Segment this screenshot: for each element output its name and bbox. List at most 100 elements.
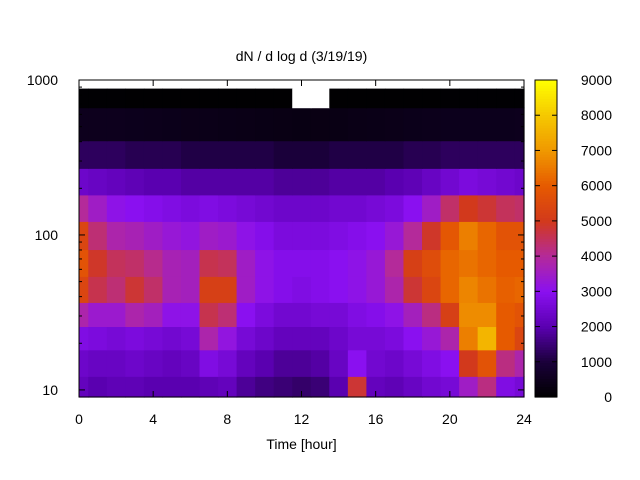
colorbar-segment	[535, 206, 557, 211]
colorbar-segment	[535, 161, 557, 166]
colorbar-segment	[535, 246, 557, 250]
colorbar-segment	[535, 222, 557, 226]
heatmap-cell	[310, 194, 330, 222]
heatmap-cell	[310, 140, 330, 169]
heatmap-cell	[422, 302, 442, 328]
colorbar-tick-label: 4000	[581, 248, 612, 264]
heatmap-cell	[218, 168, 238, 196]
heatmap-cell	[310, 349, 330, 377]
heatmap-cell	[79, 302, 89, 328]
colorbar	[535, 80, 557, 398]
heatmap-cell	[218, 349, 238, 377]
heatmap-cell	[496, 221, 516, 251]
heatmap-cell	[143, 221, 164, 251]
heatmap-cell	[143, 349, 164, 377]
colorbar-segment	[535, 217, 557, 221]
heatmap-cell	[496, 302, 516, 328]
heatmap-cell	[88, 88, 108, 109]
heatmap-cell	[199, 194, 219, 222]
heatmap-cell	[79, 326, 89, 351]
heatmap-cell	[459, 349, 479, 377]
heatmap-cell	[477, 194, 497, 222]
heatmap-cell	[347, 107, 367, 142]
heatmap-cell	[366, 376, 386, 398]
heatmap-cell	[255, 168, 275, 196]
colorbar-segment	[535, 93, 557, 97]
colorbar-segment	[535, 344, 557, 348]
heatmap-cell	[329, 88, 349, 109]
heatmap-cell	[255, 107, 275, 142]
heatmap-cell	[366, 194, 386, 222]
colorbar-segment	[535, 293, 557, 298]
heatmap-cell	[79, 88, 89, 109]
heatmap-cells	[79, 88, 525, 398]
heatmap-cell	[459, 326, 479, 351]
colorbar-segment	[535, 212, 557, 216]
colorbar-segment	[535, 378, 557, 382]
heatmap-cell	[440, 107, 460, 142]
heatmap-cell	[88, 349, 108, 377]
heatmap-cell	[403, 276, 423, 303]
heatmap-cell	[422, 194, 442, 222]
colorbar-segment	[535, 119, 557, 123]
heatmap-cell	[514, 88, 525, 109]
heatmap-cell	[255, 221, 275, 251]
heatmap-cell	[125, 168, 145, 196]
colorbar-segment	[535, 291, 557, 295]
heatmap-cell	[255, 376, 275, 398]
colorbar-segment	[535, 346, 557, 351]
heatmap-cell	[440, 302, 460, 328]
colorbar-segment	[535, 365, 557, 369]
heatmap-cell	[162, 194, 182, 222]
heatmap-cell	[384, 376, 405, 398]
heatmap-cell	[477, 326, 497, 351]
colorbar-segment	[535, 304, 557, 308]
heatmap-cell	[218, 302, 238, 328]
colorbar-segment	[535, 328, 557, 332]
heatmap-cell	[88, 140, 108, 169]
colorbar-segment	[535, 198, 557, 203]
heatmap-cell	[180, 349, 201, 377]
heatmap-cell	[366, 326, 386, 351]
colorbar-segment	[535, 140, 557, 144]
heatmap-cell	[477, 221, 497, 251]
heatmap-cell	[199, 326, 219, 351]
heatmap-cell	[384, 168, 405, 196]
heatmap-cell	[496, 88, 516, 109]
heatmap-cell	[403, 326, 423, 351]
colorbar-segment	[535, 386, 557, 390]
heatmap-cell	[384, 88, 405, 109]
heatmap-cell	[218, 326, 238, 351]
heatmap-cell	[329, 168, 349, 196]
colorbar-segment	[535, 307, 557, 311]
colorbar-segment	[535, 153, 557, 158]
heatmap-cell	[180, 194, 201, 222]
heatmap-cell	[125, 194, 145, 222]
heatmap-cell	[366, 276, 386, 303]
heatmap-cell	[347, 302, 367, 328]
heatmap-cell	[106, 168, 126, 196]
heatmap-cell	[180, 168, 201, 196]
colorbar-segment	[535, 254, 557, 258]
heatmap-cell	[236, 376, 256, 398]
heatmap-cell	[88, 276, 108, 303]
colorbar-segment	[535, 283, 557, 287]
heatmap-cell	[218, 107, 238, 142]
heatmap-cell	[88, 194, 108, 222]
heatmap-cell	[79, 140, 89, 169]
heatmap-cell	[477, 168, 497, 196]
heatmap-cell	[366, 302, 386, 328]
colorbar-segment	[535, 103, 557, 108]
heatmap-cell	[218, 194, 238, 222]
heatmap-cell	[422, 140, 442, 169]
heatmap-cell	[273, 194, 293, 222]
heatmap-cell	[180, 302, 201, 328]
heatmap-cell	[106, 88, 126, 109]
heatmap-cell	[384, 194, 405, 222]
heatmap-cell	[292, 326, 312, 351]
colorbar-segment	[535, 391, 557, 395]
heatmap-cell	[496, 376, 516, 398]
colorbar-segment	[535, 169, 557, 174]
heatmap-cell	[477, 349, 497, 377]
heatmap-cell	[218, 276, 238, 303]
